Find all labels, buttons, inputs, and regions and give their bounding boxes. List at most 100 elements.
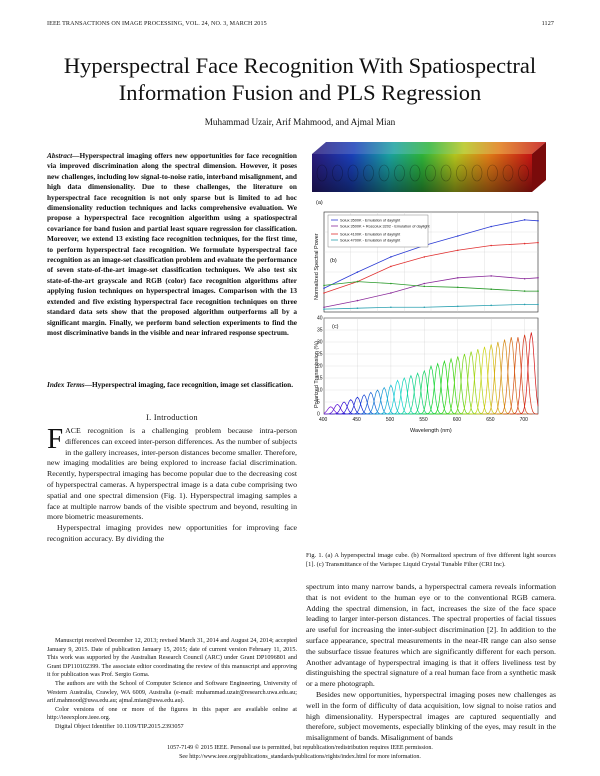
series-4-point [423,306,426,309]
legend-entry-1: Solux 3500K - Emulation of daylight [340,219,401,223]
y-tick-label: 25 [317,352,323,358]
series-5-point [323,284,325,287]
panel-c-label: (c) [332,324,339,330]
copyright-notice: 1057-7149 © 2015 IEEE. Personal use is p… [0,744,600,761]
author-list: Muhammad Uzair, Arif Mahmood, and Ajmal … [204,117,396,127]
section-heading: I. Introduction [146,413,198,422]
running-header: IEEE TRANSACTIONS ON IMAGE PROCESSING, V… [47,21,267,27]
series-3-point [323,292,325,294]
series-line-1 [323,219,539,289]
series-line-4 [323,303,538,310]
series-line-2 [323,275,539,308]
x-tick-label: 400 [319,417,328,423]
series-2-point [523,277,526,280]
intro-text: F ACE recognition is a challenging proble… [47,423,297,545]
y-tick-label: 20 [317,364,323,370]
figure-caption: Fig. 1. (a) A hyperspectral image cube. … [306,552,556,568]
y-axis-label-c: Polarized Transmission (%) [314,341,320,408]
intro-paragraph-1: ACE recognition is a challenging problem… [47,426,297,522]
x-tick-label: 600 [453,417,462,423]
footnote-doi: Digital Object Identifier 10.1109/TIP.20… [55,722,184,730]
x-axis-label: Wavelength (nm) [410,428,452,434]
band-curve [503,337,533,415]
series-1-point [537,220,539,222]
legend: Solux 3500K - Emulation of daylight Solu… [331,219,431,243]
band-curve [516,332,539,415]
legend-entry-3: Solux 4100K - Emulation of daylight [340,233,401,237]
series-3-point [537,241,539,244]
series-4-point [390,306,392,309]
series-2-point [323,306,325,309]
series-1-point [456,235,459,237]
y-tick-label: 10 [317,388,323,394]
series-5-point [423,285,426,288]
transmission-chart: 400 450 500 550 600 650 700 0 5 10 15 20 25 30 35 40 (c… [314,316,539,434]
copyright-line-1: 1057-7149 © 2015 IEEE. Personal use is p… [167,745,433,751]
panel-a-label: (a) [316,200,323,206]
series-1-point [523,219,526,221]
right-paragraph-2: Besides new opportunities, hyperspectral… [306,689,556,743]
series-5-point [537,290,539,292]
series-5-point [390,282,392,285]
series-3-point [423,256,426,258]
series-3-point [390,265,392,268]
spectrum-chart: Solux 3500K - Emulation of daylight Solu… [314,211,539,313]
series-1-point [356,271,359,273]
x-tick-label: 650 [486,417,495,423]
series-3-point [456,249,459,252]
series-4-point [523,303,526,306]
abstract-text: —Hyperspectral imaging offers new opport… [47,151,297,337]
y-tick-label: 15 [317,376,323,382]
series-2-point [390,292,392,294]
series-4-point [356,307,359,309]
y-tick-label: 40 [317,316,323,322]
x-tick-label: 500 [386,417,395,423]
series-5-point [523,290,526,292]
legend-entry-2: Solux 3500K + Roscolux 3202 - Emulation … [340,225,431,229]
y-tick-label: 0 [317,412,320,418]
series-3-point [523,242,526,245]
legend-entry-4: Solux 4700K - Emulation of daylight [340,239,401,243]
index-terms-text: —Hyperspectral imaging, face recognition… [84,380,294,389]
series-2-point [356,299,359,302]
x-tick-label: 550 [419,417,428,423]
footnotes: Manuscript received December 12, 2013; r… [47,637,297,732]
series-5-point [490,288,492,290]
footnote-affiliation: The authors are with the School of Compu… [47,679,297,705]
index-terms: Index Terms—Hyperspectral imaging, face … [47,380,297,390]
series-4-point [323,308,325,310]
series-line-3 [323,242,539,294]
series-3-point [490,244,492,247]
series-1-point [390,256,392,258]
series-4-point [456,305,459,308]
drop-cap: F [47,423,64,455]
legend-box [327,214,429,248]
abstract: Abstract—Hyperspectral imaging offers ne… [47,151,297,338]
copyright-line-2: See http://www.ieee.org/publications_sta… [179,753,421,760]
y-tick-label: 5 [317,400,320,406]
series-5-point [356,280,359,283]
series-2-point [490,275,492,277]
footnote-manuscript: Manuscript received December 12, 2013; r… [47,637,297,679]
series-4-point [490,304,492,307]
y-axis-label-b: Normalized Spectral Power [314,233,320,300]
series-2-point [456,277,459,279]
intro-paragraph-2: Hyperspectral imaging provides new oppor… [47,523,297,543]
figure-1: (a) Solux 3500K - Emulation of daylight … [312,142,546,434]
series-4-point [537,303,539,306]
series-5-point [456,286,459,289]
series-2-point [423,282,426,285]
footnote-color: Color versions of one or more of the fig… [47,705,297,722]
x-tick-label: 700 [520,417,529,423]
page-number: 1127 [541,21,554,27]
index-terms-label: Index Terms [47,380,85,389]
right-column-text: spectrum into many narrow bands, a hyper… [306,582,556,744]
paper-title: Hyperspectral Face Recognition With Spat… [63,53,537,105]
series-1-point [323,287,325,290]
series-1-point [490,225,492,228]
abstract-label: Abstract [47,151,73,160]
x-tick-label: 450 [352,417,361,423]
series-line-5 [323,281,538,292]
y-tick-label: 30 [317,340,323,346]
right-paragraph-1: spectrum into many narrow bands, a hyper… [306,582,556,689]
